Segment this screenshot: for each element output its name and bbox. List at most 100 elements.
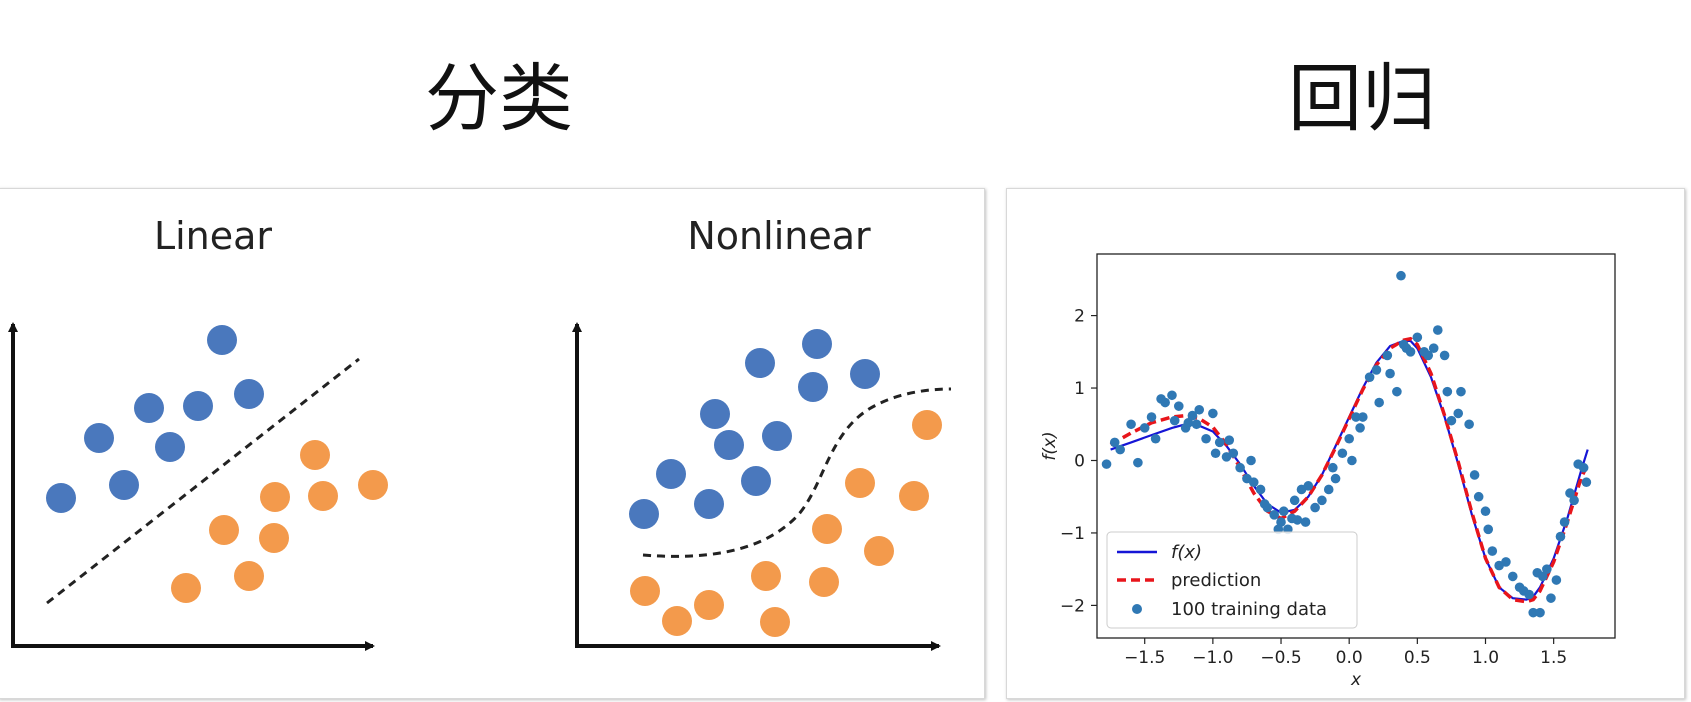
training-point	[1480, 506, 1491, 517]
training-point	[1569, 495, 1579, 506]
y-tick-label: −2	[1060, 596, 1085, 616]
blue-point	[155, 432, 185, 462]
training-point	[1456, 386, 1466, 397]
training-point	[1269, 510, 1280, 520]
blue-point	[84, 423, 114, 453]
blue-point	[234, 379, 264, 409]
training-point	[1246, 455, 1256, 466]
training-point	[1355, 423, 1365, 433]
training-point	[1351, 412, 1361, 422]
training-point	[1146, 412, 1157, 422]
training-point	[1191, 419, 1202, 430]
training-point	[1442, 386, 1453, 397]
training-point	[1337, 448, 1348, 459]
training-point	[1344, 433, 1354, 444]
orange-point	[308, 481, 338, 511]
training-point	[1559, 517, 1570, 527]
orange-point	[845, 468, 875, 498]
training-point	[1160, 397, 1170, 408]
training-point	[1581, 477, 1592, 488]
x-tick-label: −1.5	[1124, 648, 1165, 668]
training-point	[1276, 517, 1286, 527]
orange-point	[812, 514, 842, 544]
blue-point	[109, 470, 139, 500]
training-point	[1535, 607, 1545, 618]
y-tick-label: −1	[1060, 524, 1085, 544]
orange-point	[899, 481, 929, 511]
blue-point	[183, 391, 213, 421]
training-point	[1524, 589, 1534, 600]
training-point	[1126, 419, 1136, 430]
training-point	[1439, 350, 1450, 361]
nonlinear-orange-points	[630, 410, 942, 637]
x-tick-label: 1.5	[1540, 648, 1567, 668]
training-point	[1323, 484, 1334, 495]
blue-point	[629, 499, 659, 529]
training-point	[1537, 571, 1548, 582]
legend-data-swatch	[1132, 604, 1142, 614]
orange-point	[358, 470, 388, 500]
training-point	[1371, 365, 1382, 375]
training-point	[1133, 457, 1143, 468]
training-point	[1183, 418, 1194, 428]
orange-point	[809, 567, 839, 597]
plot-frame	[1096, 253, 1616, 639]
training-point	[1167, 390, 1177, 401]
training-point	[1169, 415, 1180, 426]
orange-point	[751, 561, 781, 591]
training-point	[1224, 435, 1235, 446]
training-point	[1303, 481, 1314, 491]
training-point	[1194, 404, 1205, 415]
training-point	[1473, 491, 1484, 502]
blue-point	[656, 459, 686, 489]
nonlinear-title: Nonlinear	[687, 214, 871, 258]
training-point	[1292, 515, 1303, 525]
x-tick-label: −0.5	[1260, 648, 1301, 668]
training-point	[1546, 593, 1556, 603]
training-point	[1432, 325, 1443, 335]
y-axis-label: f(x)	[1040, 431, 1060, 460]
blue-point	[745, 348, 775, 378]
training-point	[1382, 350, 1393, 361]
x-axis-label: x	[1350, 670, 1362, 690]
training-point	[1392, 386, 1402, 397]
x-tick-label: 0.0	[1336, 648, 1363, 668]
blue-point	[714, 430, 744, 460]
training-points	[1101, 270, 1592, 618]
training-point	[1412, 332, 1423, 343]
training-point	[1565, 488, 1575, 498]
blue-point	[762, 421, 792, 451]
blue-point	[207, 325, 237, 355]
blue-point	[741, 466, 771, 496]
regression-panel: −1.5 −1.0 −0.5 0.0 0.5 1.0 1.5 −2 −1 0 1 2 x f(x) …	[1006, 188, 1685, 699]
training-point	[1330, 473, 1341, 484]
x-tick-label: 0.5	[1404, 648, 1431, 668]
training-point	[1347, 455, 1357, 466]
training-point	[1551, 575, 1562, 585]
orange-point	[171, 573, 201, 603]
training-point	[1208, 408, 1218, 419]
series-line-prediction	[1109, 336, 1590, 604]
training-point	[1501, 557, 1511, 567]
series-lines	[1109, 336, 1590, 604]
classification-panel: Linear Nonlinear	[0, 188, 985, 699]
training-point	[1374, 397, 1384, 408]
training-point	[1385, 368, 1395, 379]
training-point	[1364, 372, 1375, 382]
training-point	[1187, 410, 1198, 421]
orange-point	[259, 523, 289, 553]
y-ticks: −2 −1 0 1 2	[1060, 307, 1097, 616]
orange-point	[864, 536, 894, 566]
x-tick-label: 1.0	[1472, 648, 1499, 668]
training-point	[1507, 571, 1518, 582]
training-point	[1396, 270, 1406, 281]
training-point	[1248, 477, 1259, 488]
training-point	[1201, 433, 1211, 444]
blue-point	[46, 483, 76, 513]
training-point	[1210, 448, 1221, 459]
linear-blue-points	[46, 325, 264, 513]
nonlinear-blue-points	[629, 329, 880, 529]
orange-point	[760, 607, 790, 637]
training-point	[1423, 350, 1434, 361]
training-point	[1428, 343, 1439, 353]
